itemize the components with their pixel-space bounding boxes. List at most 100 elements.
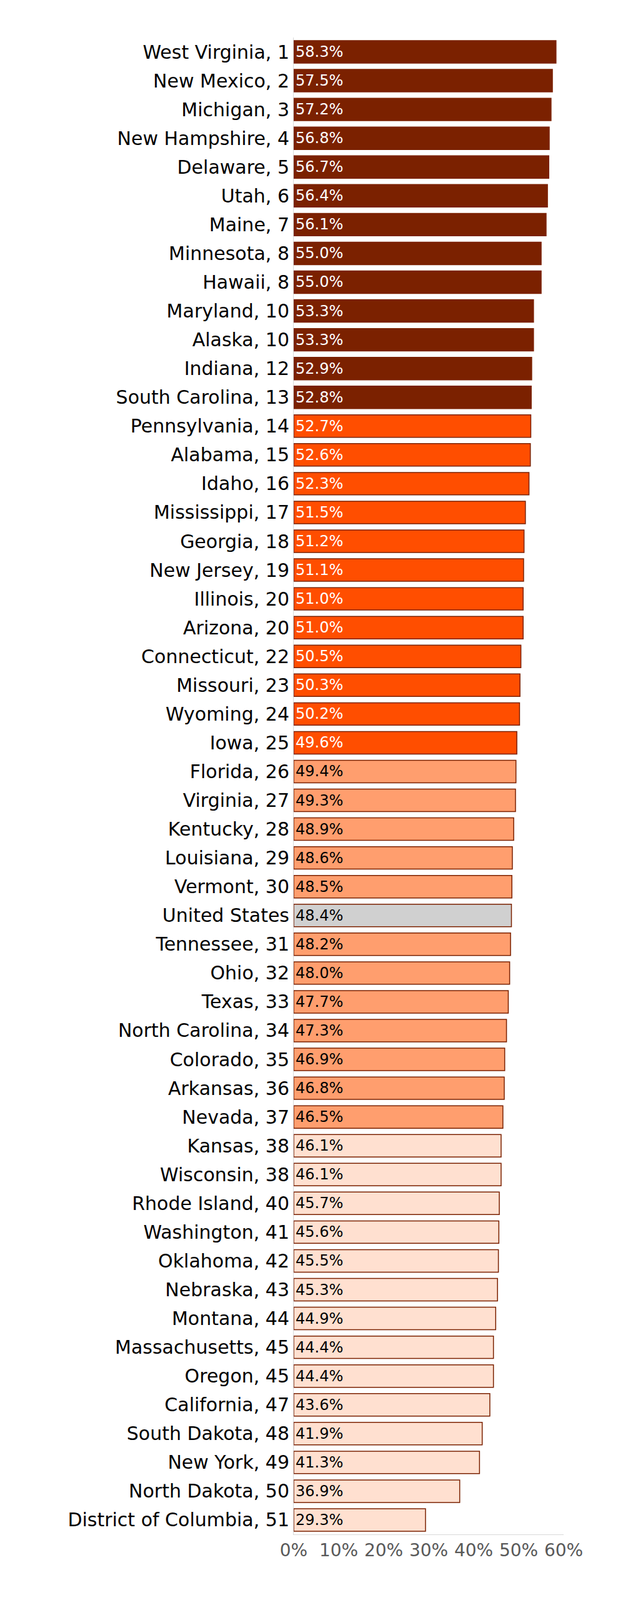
svg-text:West Virginia, 1: West Virginia, 1 [142,41,290,64]
svg-text:48.2%: 48.2% [295,935,344,953]
svg-text:51.5%: 51.5% [295,503,344,522]
svg-text:49.4%: 49.4% [295,762,344,780]
svg-text:New York, 49: New York, 49 [167,1450,290,1473]
svg-text:50.2%: 50.2% [295,704,344,723]
svg-text:57.5%: 57.5% [295,71,344,90]
svg-text:36.9%: 36.9% [295,1482,344,1500]
svg-text:41.3%: 41.3% [295,1453,344,1471]
svg-text:Utah, 6: Utah, 6 [221,184,290,207]
svg-text:North Carolina, 34: North Carolina, 34 [118,1019,290,1042]
svg-text:Massachusetts, 45: Massachusetts, 45 [114,1335,290,1358]
svg-text:49.6%: 49.6% [295,733,344,752]
svg-text:51.1%: 51.1% [295,561,344,579]
svg-text:41.9%: 41.9% [295,1424,344,1443]
svg-text:Louisiana, 29: Louisiana, 29 [164,846,290,869]
svg-text:South Dakota, 48: South Dakota, 48 [126,1422,290,1445]
svg-text:0%: 0% [279,1539,308,1561]
svg-text:Nebraska, 43: Nebraska, 43 [164,1278,290,1301]
svg-text:49.3%: 49.3% [295,791,344,810]
svg-text:55.0%: 55.0% [295,244,344,262]
svg-text:New Hampshire, 4: New Hampshire, 4 [117,127,290,150]
svg-text:Virginia, 27: Virginia, 27 [183,789,290,812]
svg-text:53.3%: 53.3% [295,302,344,320]
svg-text:Colorado, 35: Colorado, 35 [169,1048,290,1071]
svg-text:56.4%: 56.4% [295,186,344,205]
svg-text:Michigan, 3: Michigan, 3 [181,98,290,121]
svg-text:58.3%: 58.3% [295,43,344,61]
svg-text:46.1%: 46.1% [295,1165,344,1183]
svg-text:United States: United States [162,904,290,927]
svg-text:Arizona, 20: Arizona, 20 [183,616,290,639]
svg-text:53.3%: 53.3% [295,331,344,349]
svg-text:46.8%: 46.8% [295,1079,344,1097]
svg-text:District of Columbia, 51: District of Columbia, 51 [67,1508,290,1531]
svg-text:Indiana, 12: Indiana, 12 [184,357,290,380]
svg-text:60%: 60% [544,1539,584,1561]
svg-text:Rhode Island, 40: Rhode Island, 40 [131,1192,290,1215]
svg-text:52.6%: 52.6% [295,446,344,464]
svg-text:Maine, 7: Maine, 7 [209,213,290,236]
svg-text:South Carolina, 13: South Carolina, 13 [116,386,290,409]
svg-text:Montana, 44: Montana, 44 [171,1307,290,1330]
svg-text:51.0%: 51.0% [295,589,344,608]
svg-text:Alabama, 15: Alabama, 15 [170,443,290,466]
svg-text:Alaska, 10: Alaska, 10 [192,328,290,351]
svg-text:Oregon, 45: Oregon, 45 [184,1364,290,1387]
svg-text:Minnesota, 8: Minnesota, 8 [168,242,290,265]
svg-text:Hawaii, 8: Hawaii, 8 [202,271,290,294]
svg-text:52.9%: 52.9% [295,359,344,378]
svg-text:New Mexico, 2: New Mexico, 2 [153,69,290,92]
svg-text:47.7%: 47.7% [295,992,344,1011]
svg-text:45.7%: 45.7% [295,1194,344,1212]
svg-text:Texas, 33: Texas, 33 [201,990,290,1013]
svg-text:Wyoming, 24: Wyoming, 24 [165,702,290,725]
svg-text:51.0%: 51.0% [295,618,344,637]
svg-text:43.6%: 43.6% [295,1395,344,1414]
svg-text:North Dakota, 50: North Dakota, 50 [128,1479,290,1502]
svg-text:Connecticut, 22: Connecticut, 22 [141,645,290,668]
svg-text:52.8%: 52.8% [295,388,344,407]
svg-text:56.7%: 56.7% [295,158,344,176]
svg-text:20%: 20% [364,1539,404,1561]
svg-text:Tennessee, 31: Tennessee, 31 [154,932,290,955]
svg-text:California, 47: California, 47 [164,1393,290,1416]
svg-text:Washington, 41: Washington, 41 [143,1221,290,1243]
svg-text:Mississippi, 17: Mississippi, 17 [153,501,290,524]
svg-text:Pennsylvania, 14: Pennsylvania, 14 [130,414,290,437]
svg-text:Missouri, 23: Missouri, 23 [176,674,290,697]
svg-text:30%: 30% [409,1539,449,1561]
svg-text:52.3%: 52.3% [295,474,344,493]
svg-text:52.7%: 52.7% [295,417,344,435]
svg-text:44.4%: 44.4% [295,1338,344,1356]
svg-text:50%: 50% [499,1539,539,1561]
svg-text:Florida, 26: Florida, 26 [189,760,290,783]
svg-text:29.3%: 29.3% [295,1510,344,1529]
svg-text:Oklahoma, 42: Oklahoma, 42 [158,1249,290,1272]
svg-text:46.1%: 46.1% [295,1136,344,1155]
svg-text:56.1%: 56.1% [295,215,344,234]
svg-text:51.2%: 51.2% [295,532,344,550]
svg-text:48.6%: 48.6% [295,849,344,867]
svg-text:Delaware, 5: Delaware, 5 [177,156,290,179]
svg-text:48.5%: 48.5% [295,877,344,896]
svg-text:Wisconsin, 38: Wisconsin, 38 [159,1163,290,1186]
svg-text:46.9%: 46.9% [295,1050,344,1068]
svg-text:Ohio, 32: Ohio, 32 [209,961,290,984]
svg-text:48.9%: 48.9% [295,820,344,838]
svg-text:46.5%: 46.5% [295,1107,344,1126]
svg-text:50.5%: 50.5% [295,647,344,665]
svg-text:Arkansas, 36: Arkansas, 36 [168,1077,290,1100]
svg-text:Kansas, 38: Kansas, 38 [187,1134,290,1157]
svg-text:45.3%: 45.3% [295,1280,344,1299]
svg-text:Illinois, 20: Illinois, 20 [194,588,290,610]
svg-text:45.6%: 45.6% [295,1222,344,1241]
svg-text:48.0%: 48.0% [295,964,344,982]
svg-text:10%: 10% [319,1539,359,1561]
svg-text:40%: 40% [454,1539,494,1561]
svg-text:57.2%: 57.2% [295,100,344,119]
svg-text:50.3%: 50.3% [295,676,344,694]
svg-text:44.9%: 44.9% [295,1309,344,1328]
svg-text:56.8%: 56.8% [295,129,344,147]
svg-text:48.4%: 48.4% [295,906,344,925]
svg-text:Kentucky, 28: Kentucky, 28 [168,817,290,840]
